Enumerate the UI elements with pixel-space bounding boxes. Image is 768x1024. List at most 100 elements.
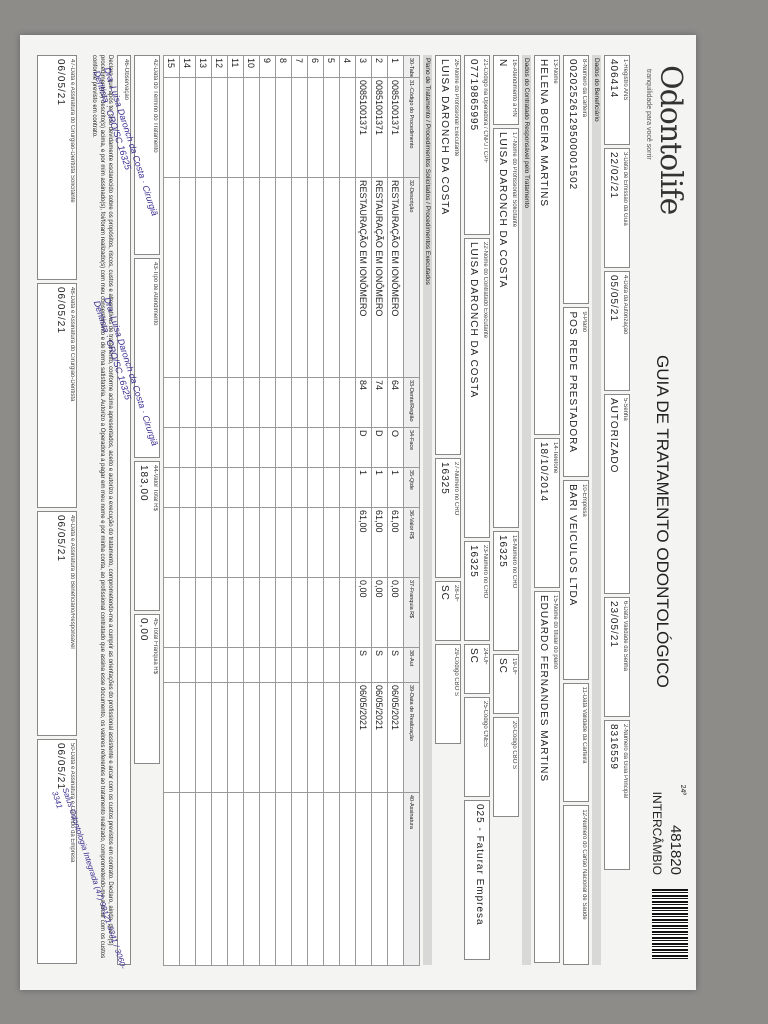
field-box: 44-Valor Total R$ 183,00	[134, 461, 160, 611]
cell	[307, 377, 324, 428]
page-code: 24ª	[679, 784, 686, 795]
cell	[243, 467, 260, 508]
field-value: 18/10/2014	[538, 442, 549, 503]
observation-label: 46-Observação	[123, 59, 129, 101]
field-box: 19-UF SC	[493, 654, 519, 714]
field-label: 27-Número no CRO	[453, 462, 459, 516]
field-box: 8-Número da Carteira 00202526129500001502	[563, 55, 589, 305]
cell: D	[355, 427, 372, 468]
section-title: Dados do Contratado Responsável pelo Tra…	[522, 55, 531, 965]
procedure-row: 10	[243, 55, 260, 966]
cell	[227, 682, 244, 793]
cell	[195, 577, 212, 648]
cell	[243, 177, 260, 378]
field-box: 15-Nome do titular do plano EDUARDO FERNA…	[534, 591, 560, 963]
field-label: 22-Nome do Contratado Executante	[482, 242, 488, 339]
row-number: 2	[371, 55, 388, 78]
field-box: 28-UF SC	[435, 581, 461, 641]
cell	[211, 682, 228, 793]
field-label: 15-Nome do titular do plano	[552, 595, 558, 670]
field-value: 16325	[497, 535, 508, 568]
field-label: 44-Valor Total R$	[152, 465, 158, 511]
field-box: 22-Nome do Contratado Executante LUISA DA…	[464, 238, 490, 538]
cell	[163, 427, 180, 468]
field-row: 1-Registro ANS 406414 3-Data de Emissão da…	[604, 55, 630, 965]
signature-box: 47-Data e Assinatura do Cirurgião-Dentis…	[37, 55, 77, 280]
cell	[163, 682, 180, 793]
cell	[259, 427, 276, 468]
cell	[163, 467, 180, 508]
cell: 1	[355, 467, 372, 508]
field-label: 1-Registro ANS	[622, 59, 628, 101]
signature-date: 06/05/21	[55, 59, 66, 106]
column-header: 34-Face	[403, 427, 420, 468]
procedure-row: 11	[227, 55, 244, 966]
field-label: 11-Data Validade da Carteira	[581, 686, 587, 764]
row-number: 7	[291, 55, 308, 78]
field-label: 18-Número no CRO	[511, 535, 517, 589]
cell	[275, 467, 292, 508]
cell	[243, 792, 260, 966]
cell	[195, 682, 212, 793]
field-label: 25-Código CNES	[482, 701, 488, 748]
cell	[339, 427, 356, 468]
procedure-row: 8	[275, 55, 292, 966]
field-value: 07719865995	[468, 59, 479, 132]
cell	[291, 427, 308, 468]
row-number: 10	[243, 55, 260, 78]
field-value: 16325	[439, 462, 450, 495]
field-label: 21-Código na Operadora / CNPJ / CPF	[482, 59, 488, 164]
signature-box: 49-Data e Assinatura do Beneficiário/Res…	[37, 511, 77, 736]
field-value: LUISA DARONCH DA COSTA	[439, 59, 450, 216]
row-number: 1	[387, 55, 404, 78]
cell	[275, 577, 292, 648]
cell	[339, 377, 356, 428]
cell	[227, 467, 244, 508]
cell	[291, 647, 308, 683]
signature-label: 49-Data e Assinatura do Beneficiário/Res…	[69, 515, 75, 649]
signature-label: 47-Data e Assinatura do Cirurgião-Dentis…	[69, 59, 75, 203]
cell	[323, 377, 340, 428]
cell: S	[355, 647, 372, 683]
cell: 00851001371	[355, 77, 372, 178]
cell	[163, 647, 180, 683]
field-label: 2-Número da Guia Principal	[622, 724, 628, 799]
field-value: LUISA DARONCH DA COSTA	[468, 242, 479, 399]
cell	[227, 427, 244, 468]
cell: 06/05/2021	[355, 682, 372, 793]
form: Odontolife tranquilidade para você sorri…	[37, 45, 700, 975]
cell	[211, 577, 228, 648]
cell: D	[371, 427, 388, 468]
cell	[163, 77, 180, 178]
field-box: 21-Código na Operadora / CNPJ / CPF 07719…	[464, 55, 490, 235]
row-number: 13	[195, 55, 212, 78]
cell	[243, 682, 260, 793]
row-number: 4	[339, 55, 356, 78]
cell	[179, 792, 196, 966]
cell: 1	[371, 467, 388, 508]
field-label: 26-Nome do Profissional Executante	[453, 59, 459, 157]
row-number: 9	[259, 55, 276, 78]
field-value: SC	[468, 648, 479, 664]
procedure-row: 14	[179, 55, 196, 966]
cell: 06/05/2021	[371, 682, 388, 793]
field-value: 183,00	[138, 465, 149, 502]
cell	[243, 507, 260, 578]
cell: 84	[355, 377, 372, 428]
cell	[291, 467, 308, 508]
tagline: tranquilidade para você sorrir	[645, 69, 652, 160]
row-number: 12	[211, 55, 228, 78]
cell	[243, 577, 260, 648]
field-value: SC	[439, 585, 450, 601]
cell	[227, 647, 244, 683]
field-box: 25-Código CNES	[464, 697, 490, 797]
cell	[259, 377, 276, 428]
field-label: 14-Telefone	[552, 442, 558, 474]
procedure-row: 13	[195, 55, 212, 966]
column-header: 38-Aut	[403, 647, 420, 683]
cell	[259, 647, 276, 683]
field-row: 8-Número da Carteira 00202526129500001502…	[563, 55, 589, 965]
column-header: 30-Tabela	[403, 55, 420, 78]
cell	[307, 682, 324, 793]
cell	[323, 507, 340, 578]
